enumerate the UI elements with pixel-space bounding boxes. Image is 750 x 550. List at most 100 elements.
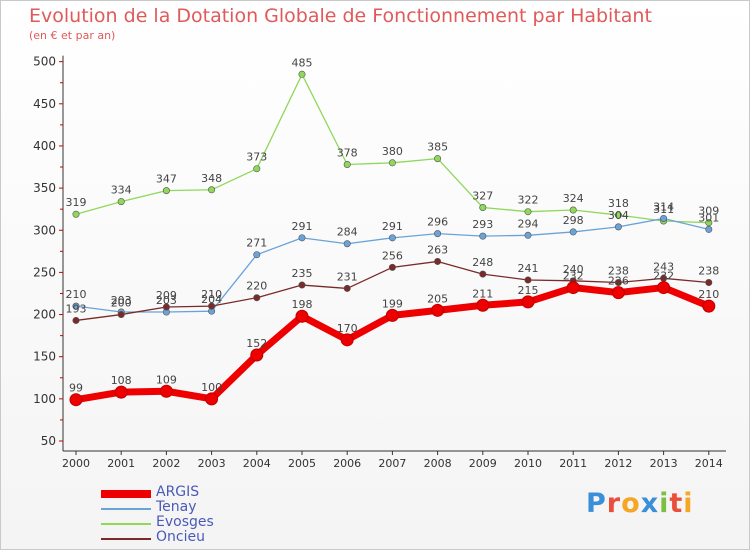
data-label: 200 xyxy=(111,297,132,310)
data-label: 327 xyxy=(472,189,493,202)
x-tick-label: 2011 xyxy=(559,457,587,470)
data-label: 296 xyxy=(427,216,448,229)
y-tick-label: 150 xyxy=(33,350,56,364)
legend-swatch xyxy=(101,490,151,498)
logo-letter: o xyxy=(621,488,641,519)
data-label: 193 xyxy=(66,302,87,315)
data-point xyxy=(340,333,354,347)
data-label: 311 xyxy=(653,203,674,216)
data-label: 322 xyxy=(518,194,539,207)
data-label: 373 xyxy=(246,151,267,164)
data-label: 485 xyxy=(292,56,313,69)
data-label: 291 xyxy=(382,220,403,233)
legend-label: ARGIS xyxy=(156,484,200,500)
data-point xyxy=(298,281,306,289)
x-tick-label: 2003 xyxy=(198,457,226,470)
data-label: 210 xyxy=(66,288,87,301)
x-tick-label: 2013 xyxy=(650,457,678,470)
data-label: 203 xyxy=(111,294,132,307)
data-point xyxy=(343,284,351,292)
x-tick-label: 2009 xyxy=(469,457,497,470)
logo-letter: x xyxy=(640,488,660,519)
data-label: 293 xyxy=(472,218,493,231)
data-label: 271 xyxy=(246,237,267,250)
legend-swatch xyxy=(101,508,151,510)
data-point xyxy=(159,384,173,398)
data-label: 304 xyxy=(608,209,629,222)
data-point xyxy=(385,308,399,322)
x-tick-label: 2006 xyxy=(333,457,361,470)
data-point xyxy=(388,263,396,271)
data-label: 301 xyxy=(698,211,719,224)
data-label: 220 xyxy=(246,280,267,293)
y-tick-label: 100 xyxy=(33,392,56,406)
data-point xyxy=(705,225,713,233)
data-point xyxy=(657,281,671,295)
data-point xyxy=(117,311,125,319)
data-point xyxy=(388,234,396,242)
data-point xyxy=(614,223,622,231)
logo-letter: P xyxy=(586,488,607,519)
data-point xyxy=(250,348,264,362)
x-tick-label: 2004 xyxy=(243,457,271,470)
data-point xyxy=(431,303,445,317)
data-label: 256 xyxy=(382,249,403,262)
data-label: 170 xyxy=(337,322,358,335)
data-point xyxy=(521,295,535,309)
data-label: 243 xyxy=(653,260,674,273)
data-point xyxy=(614,211,622,219)
y-tick-label: 450 xyxy=(33,97,56,111)
data-point xyxy=(343,160,351,168)
y-tick-label: 350 xyxy=(33,181,56,195)
data-point xyxy=(253,165,261,173)
data-point xyxy=(72,210,80,218)
legend-swatch xyxy=(101,523,151,525)
x-tick-label: 2002 xyxy=(152,457,180,470)
data-point xyxy=(705,219,713,227)
legend-label: Evosges xyxy=(156,514,214,530)
logo-letter: i xyxy=(659,488,670,519)
data-label: 248 xyxy=(472,256,493,269)
data-point xyxy=(295,309,309,323)
data-point xyxy=(72,316,80,324)
x-tick-label: 2007 xyxy=(378,457,406,470)
data-label: 309 xyxy=(698,205,719,218)
data-label: 318 xyxy=(608,197,629,210)
data-point xyxy=(434,155,442,163)
data-label: 334 xyxy=(111,184,132,197)
data-point xyxy=(702,299,716,313)
data-point xyxy=(298,234,306,242)
x-tick-label: 2000 xyxy=(62,457,90,470)
y-tick-label: 250 xyxy=(33,265,56,279)
data-point xyxy=(611,286,625,300)
data-label: 203 xyxy=(156,294,177,307)
data-point xyxy=(298,70,306,78)
data-label: 100 xyxy=(201,381,222,394)
data-label: 385 xyxy=(427,141,448,154)
data-label: 198 xyxy=(292,298,313,311)
data-label: 108 xyxy=(111,374,132,387)
y-tick-label: 400 xyxy=(33,139,56,153)
data-point xyxy=(72,302,80,310)
data-label: 324 xyxy=(563,192,584,205)
x-tick-label: 2005 xyxy=(288,457,316,470)
data-label: 238 xyxy=(608,265,629,278)
y-tick-label: 500 xyxy=(33,55,56,69)
data-point xyxy=(388,159,396,167)
legend-swatch xyxy=(101,538,151,540)
data-point xyxy=(705,279,713,287)
data-label: 199 xyxy=(382,297,403,310)
data-point xyxy=(343,240,351,248)
logo-letter: r xyxy=(606,488,622,519)
data-label: 240 xyxy=(563,263,584,276)
data-point xyxy=(614,279,622,287)
data-point xyxy=(114,385,128,399)
data-label: 291 xyxy=(292,220,313,233)
data-point xyxy=(205,392,219,406)
data-label: 205 xyxy=(427,292,448,305)
data-label: 204 xyxy=(201,293,222,306)
data-point xyxy=(253,294,261,302)
data-label: 235 xyxy=(292,267,313,280)
